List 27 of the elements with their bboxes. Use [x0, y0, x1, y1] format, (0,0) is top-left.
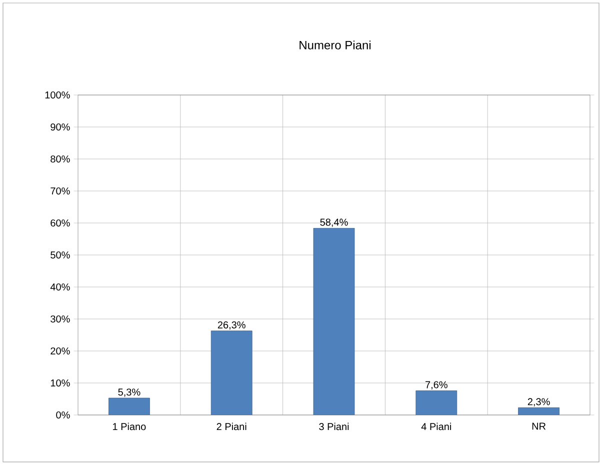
data-label: 58,4% — [320, 218, 348, 227]
y-tick-label: 80% — [50, 155, 70, 163]
bar — [210, 330, 252, 415]
x-tick-label: 1 Piano — [113, 422, 146, 430]
y-tick-label: 70% — [50, 187, 70, 195]
data-label: 26,3% — [218, 321, 246, 330]
bar — [416, 390, 458, 415]
bar — [108, 398, 150, 415]
chart-title: Numero Piani — [300, 40, 371, 50]
y-tick-label: 60% — [50, 219, 70, 227]
x-tick-label: NR — [532, 422, 546, 430]
x-tick-label: 3 Piani — [319, 422, 349, 430]
data-label: 5,3% — [118, 388, 140, 397]
bar — [518, 407, 560, 415]
y-tick-label: 100% — [45, 91, 70, 99]
y-tick-label: 90% — [50, 123, 70, 131]
y-tick-label: 50% — [50, 251, 70, 259]
y-tick-label: 10% — [50, 379, 70, 387]
bar — [313, 228, 355, 415]
y-tick-label: 0% — [56, 411, 70, 419]
data-label: 2,3% — [528, 398, 550, 406]
x-tick-label: 4 Piani — [421, 422, 451, 430]
y-tick-label: 30% — [50, 315, 70, 323]
y-tick-label: 20% — [50, 347, 70, 355]
x-tick-label: 2 Piani — [216, 422, 246, 430]
data-label: 7,6% — [426, 381, 448, 390]
y-tick-label: 40% — [50, 283, 70, 291]
